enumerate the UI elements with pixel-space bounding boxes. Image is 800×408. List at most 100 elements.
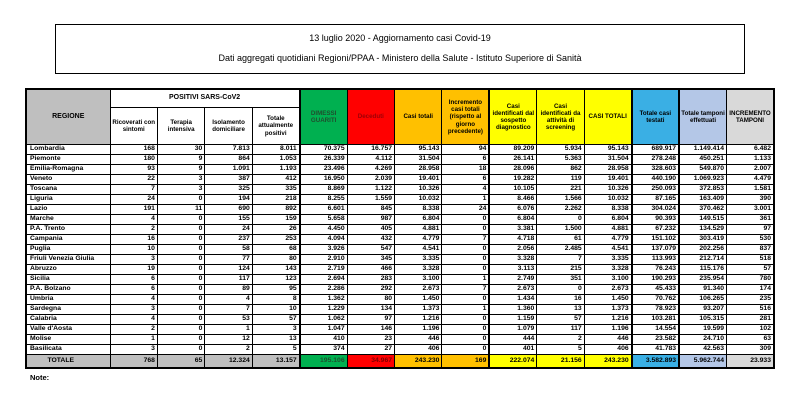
cell-casitotali: 1.196 <box>394 324 443 335</box>
cell-incremento: 0 <box>441 294 490 305</box>
region-name-cell: P.A. Bolzano <box>25 284 111 295</box>
cell-tamponi: 115.176 <box>678 264 727 275</box>
cell-isolamento: 58 <box>204 244 253 255</box>
cell-ricoverati: 10 <box>109 244 158 255</box>
cell-deceduti: 345 <box>346 254 396 265</box>
cell-positivi: 335 <box>251 184 301 195</box>
region-name-cell: Friuli Venezia Giulia <box>25 254 111 265</box>
header-sospetto-diagnostico: Casi identificati dal sospetto diagnosti… <box>488 88 538 145</box>
cell-screening: 2.485 <box>536 244 585 255</box>
region-name-cell: Sardegna <box>25 304 111 315</box>
cell-incremento: 0 <box>441 254 490 265</box>
region-name-cell: Molise <box>25 334 111 345</box>
cell-incrtamponi: 3.001 <box>725 204 775 215</box>
cell-screening: 5 <box>536 344 585 355</box>
cell-tamponi: 93.207 <box>678 304 727 315</box>
cell-incrtamponi: 174 <box>725 284 775 295</box>
cell-incrtamponi: 63 <box>725 334 775 345</box>
cell-incrtamponi: 4.479 <box>725 174 775 185</box>
cell-incremento: 0 <box>441 244 490 255</box>
cell-sospetto: 1.434 <box>488 294 538 305</box>
cell-dimessi: 16.950 <box>298 174 348 185</box>
cell-casitotali2: 406 <box>583 344 633 355</box>
table-row: Puglia 10 0 58 68 3.926 547 4.541 0 2.056 2.485 4.5… <box>25 244 775 255</box>
cell-tamponi: 549.870 <box>678 164 727 175</box>
cell-terapia: 0 <box>156 284 206 295</box>
cell-positivi: 8.011 <box>251 144 301 155</box>
cell-casitotali2: 28.958 <box>583 164 633 175</box>
header-terapia-intensiva: Terapia intensiva <box>156 107 206 145</box>
region-name-cell: Calabria <box>25 314 111 325</box>
cell-incrtamponi: 518 <box>725 254 775 265</box>
cell-casitotali: 3.328 <box>394 264 443 275</box>
header-casi-totali: Casi totali <box>394 88 443 145</box>
cell-sospetto: 8.466 <box>488 194 538 205</box>
cell-incremento: 18 <box>441 164 490 175</box>
cell-casitotali2: 3.335 <box>583 254 633 265</box>
cell-ricoverati: 168 <box>109 144 158 155</box>
cell-positivi: 80 <box>251 254 301 265</box>
cell-isolamento: 387 <box>204 174 253 185</box>
cell-casitotali: 3.335 <box>394 254 443 265</box>
cell-casitotali2: 10.032 <box>583 194 633 205</box>
cell-incremento: 6 <box>441 154 490 165</box>
cell-casitotali: 406 <box>394 344 443 355</box>
cell-isolamento: 117 <box>204 274 253 285</box>
cell-screening: 221 <box>536 184 585 195</box>
cell-deceduti: 292 <box>346 284 396 295</box>
cell-screening: 7 <box>536 254 585 265</box>
cell-positivi: 253 <box>251 234 301 245</box>
cell-testati: 41.783 <box>631 344 681 355</box>
cell-testati: 70.762 <box>631 294 681 305</box>
table-row: Basilicata 3 0 2 5 374 27 406 0 401 5 406 41.783 42.5… <box>25 344 775 355</box>
cell-incrtamponi: 361 <box>725 214 775 225</box>
cell-deceduti: 987 <box>346 214 396 225</box>
cell-sospetto: 89.209 <box>488 144 538 155</box>
cell-dimessi: 5.658 <box>298 214 348 225</box>
cell-screening: 2.262 <box>536 204 585 215</box>
cell-isolamento: 53 <box>204 314 253 325</box>
cell-terapia: 11 <box>156 204 206 215</box>
cell-positivi: 26 <box>251 224 301 235</box>
cell-testati: 113.993 <box>631 254 681 265</box>
cell-incrtamponi: 97 <box>725 224 775 235</box>
cell-screening: 13 <box>536 304 585 315</box>
region-name-cell: Abruzzo <box>25 264 111 275</box>
header-casi-testati: Totale casi testati <box>631 88 681 145</box>
cell-tamponi: 105.315 <box>678 314 727 325</box>
cell-casitotali2: 8.338 <box>583 204 633 215</box>
cell-positivi: 412 <box>251 174 301 185</box>
cell-isolamento: 194 <box>204 194 253 205</box>
cell-sospetto: 19.282 <box>488 174 538 185</box>
cell-testati: 78.923 <box>631 304 681 315</box>
table-row: Friuli Venezia Giulia 3 0 77 80 2.910 345 3.335… <box>25 254 775 265</box>
cell-incrtamponi: 530 <box>725 234 775 245</box>
cell-casitotali: 1.373 <box>394 304 443 315</box>
cell-deceduti: 97 <box>346 314 396 325</box>
covid-data-table: REGIONE POSITIVI SARS-CoV2 DIMESSI GUARI… <box>25 88 775 369</box>
header-isolamento: Isolamento domiciliare <box>204 107 253 145</box>
table-row: P.A. Trento 2 0 24 26 4.450 405 4.881 0 3.381 1.50… <box>25 224 775 235</box>
cell-positivi: 159 <box>251 214 301 225</box>
cell-isolamento: 325 <box>204 184 253 195</box>
cell-incremento: 1 <box>441 194 490 205</box>
cell-isolamento: 4 <box>204 294 253 305</box>
cell-screening: 1.566 <box>536 194 585 205</box>
cell-ricoverati: 6 <box>109 274 158 285</box>
cell-casitotali: 2.673 <box>394 284 443 295</box>
cell-dimessi: 2.694 <box>298 274 348 285</box>
cell-dimessi: 8.255 <box>298 194 348 205</box>
cell-dimessi: 26.339 <box>298 154 348 165</box>
cell-positivi: 10 <box>251 304 301 315</box>
cell-screening: 215 <box>536 264 585 275</box>
cell-positivi: 5 <box>251 344 301 355</box>
header-tamponi-effettuati: Totale tamponi effettuati <box>678 88 727 145</box>
cell-incremento: 1 <box>441 304 490 315</box>
cell-casitotali2: 19.401 <box>583 174 633 185</box>
cell-isolamento: 89 <box>204 284 253 295</box>
table-row: Abruzzo 19 0 124 143 2.719 466 3.328 0 3.113 215 3.… <box>25 264 775 275</box>
cell-dimessi: 1.062 <box>298 314 348 325</box>
cell-casitotali2: 446 <box>583 334 633 345</box>
cell-sospetto: 222.074 <box>488 354 538 369</box>
cell-screening: 5.363 <box>536 154 585 165</box>
